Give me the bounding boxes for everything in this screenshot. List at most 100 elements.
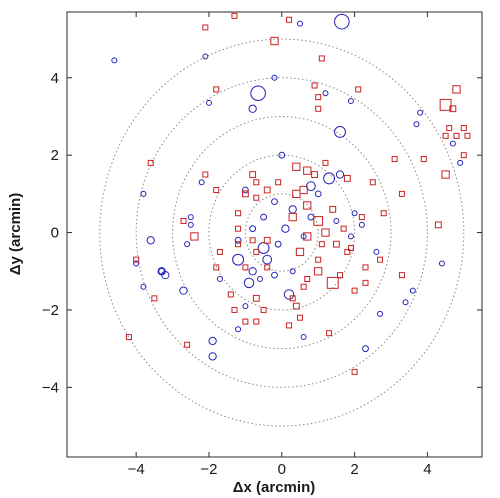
x-tick-label-3: 2 [350,461,358,478]
circle-point-32 [243,277,255,289]
y-tick-label-3: 2 [51,147,59,164]
circle-point-2 [334,125,346,138]
circle-point-11 [417,109,424,116]
circle-point-4 [205,99,212,106]
square-point-43 [313,216,324,226]
circle-point-10 [347,98,354,104]
square-point-31 [235,210,242,217]
square-point-44 [321,228,330,237]
square-point-57 [300,283,307,290]
square-point-28 [249,171,257,178]
circle-point-16 [198,179,205,186]
circle-point-8 [296,20,303,27]
y-axis-label: Δy (arcmin) [7,193,24,275]
square-point-53 [304,276,311,282]
square-point-82 [362,279,369,286]
circle-point-17 [278,151,286,159]
square-point-56 [286,322,293,329]
circle-point-23 [271,198,278,206]
square-point-69 [260,306,267,313]
ring-1 [244,193,319,272]
square-point-73 [190,232,199,241]
circle-point-34 [281,224,290,233]
square-point-59 [347,245,354,252]
square-point-9 [318,55,325,62]
circle-point-58 [300,334,307,341]
square-point-42 [288,212,297,222]
square-point-24 [398,190,405,197]
square-point-55 [296,314,303,321]
circle-point-51 [158,267,166,275]
square-point-27 [213,187,220,193]
square-point-12 [439,98,452,111]
square-point-64 [235,241,242,248]
square-point-81 [326,330,333,337]
square-point-7 [315,105,322,112]
square-point-89 [235,225,242,232]
circle-point-12 [413,121,420,128]
circle-point-41 [351,210,358,217]
circle-point-3 [248,104,257,113]
square-point-16 [464,132,471,139]
circle-point-14 [457,159,464,166]
circle-point-13 [449,140,456,147]
square-point-0 [231,12,238,19]
square-point-18 [442,132,449,139]
square-point-15 [460,125,467,132]
square-point-41 [299,185,308,195]
square-point-79 [184,341,191,348]
square-point-58 [337,272,344,279]
square-point-88 [329,205,337,213]
circle-point-43 [358,221,365,228]
square-point-71 [242,318,249,325]
square-point-70 [231,306,238,313]
ring-2 [208,154,356,311]
circle-point-5 [271,74,278,81]
square-point-51 [326,276,339,289]
circle-point-64 [140,283,147,290]
circle-point-45 [187,214,194,221]
square-point-37 [311,171,318,178]
square-point-61 [263,236,271,244]
square-point-25 [147,159,154,166]
square-point-83 [377,256,384,263]
square-point-50 [314,267,323,276]
circle-point-54 [208,352,217,361]
square-point-38 [322,159,329,166]
x-tick-label-4: 4 [423,461,431,478]
circle-point-7 [202,53,209,60]
circle-point-19 [335,170,345,179]
square-point-34 [275,179,282,186]
square-point-6 [315,94,322,101]
circle-point-59 [362,345,369,353]
square-point-63 [249,237,256,244]
square-point-1 [286,16,293,23]
circle-point-35 [274,240,282,248]
circle-point-22 [241,186,249,194]
square-point-2 [270,36,279,46]
square-point-76 [151,295,158,302]
square-point-92 [340,225,347,232]
square-point-54 [289,295,296,302]
x-axis-label: Δx (arcmin) [233,479,315,496]
circle-point-66 [216,276,223,282]
square-point-36 [303,166,312,175]
circle-point-46 [184,241,191,248]
circle-point-47 [187,221,194,228]
square-point-68 [252,294,260,302]
circle-point-6 [111,57,118,64]
data-points [111,12,471,375]
square-point-3 [202,24,209,31]
ring-3 [172,115,392,350]
square-point-49 [315,256,322,263]
circle-point-63 [438,260,445,267]
circle-point-21 [314,190,322,198]
square-point-84 [398,272,405,279]
x-tick-label-2: 0 [278,461,286,478]
square-point-66 [242,264,249,271]
x-tick-label-0: −4 [128,461,145,478]
circle-point-27 [234,236,242,244]
y-tick-label-1: −2 [42,302,59,319]
y-tick-label-0: −4 [42,379,59,396]
square-point-75 [213,264,220,271]
